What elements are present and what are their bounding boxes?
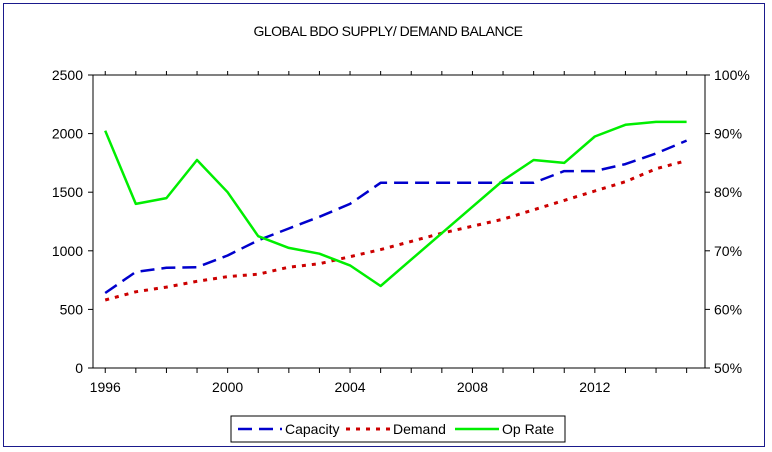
x-tick-label: 2012 <box>579 379 610 395</box>
chart-frame <box>3 3 765 447</box>
y2-tick-label: 90% <box>714 126 742 142</box>
y-tick-label: 0 <box>75 360 83 376</box>
series-layer <box>104 120 688 302</box>
y2-tick-label: 50% <box>714 360 742 376</box>
series-line-op-rate <box>104 120 687 288</box>
legend-box <box>230 415 566 443</box>
axes: 0 500 1000 1500 2000 2500 50% 60% 70% 80% 90% 100% 1… <box>52 67 750 395</box>
x-tick-label: 2008 <box>457 379 488 395</box>
y-tick-label: 2500 <box>52 67 83 83</box>
y2-tick-label: 60% <box>714 301 742 317</box>
x-tick-label: 2000 <box>212 379 243 395</box>
y2-tick-label: 100% <box>714 67 750 83</box>
y2-tick-label: 80% <box>714 184 742 200</box>
series-line-demand <box>104 159 687 302</box>
legend: Capacity Demand Op Rate <box>230 415 566 443</box>
legend-label-demand: Demand <box>393 421 446 437</box>
y2-tick-label: 70% <box>714 243 742 259</box>
x-tick-label: 1996 <box>90 379 121 395</box>
x-tick-label: 2004 <box>334 379 365 395</box>
y-tick-label: 1000 <box>52 243 83 259</box>
legend-label-capacity: Capacity <box>285 421 339 437</box>
legend-label-op-rate: Op Rate <box>502 421 554 437</box>
y-tick-label: 1500 <box>52 184 83 200</box>
chart-title: GLOBAL BDO SUPPLY/ DEMAND BALANCE <box>253 23 522 39</box>
series-line-capacity <box>104 139 688 295</box>
y-tick-label: 2000 <box>52 126 83 142</box>
y-tick-label: 500 <box>60 301 84 317</box>
